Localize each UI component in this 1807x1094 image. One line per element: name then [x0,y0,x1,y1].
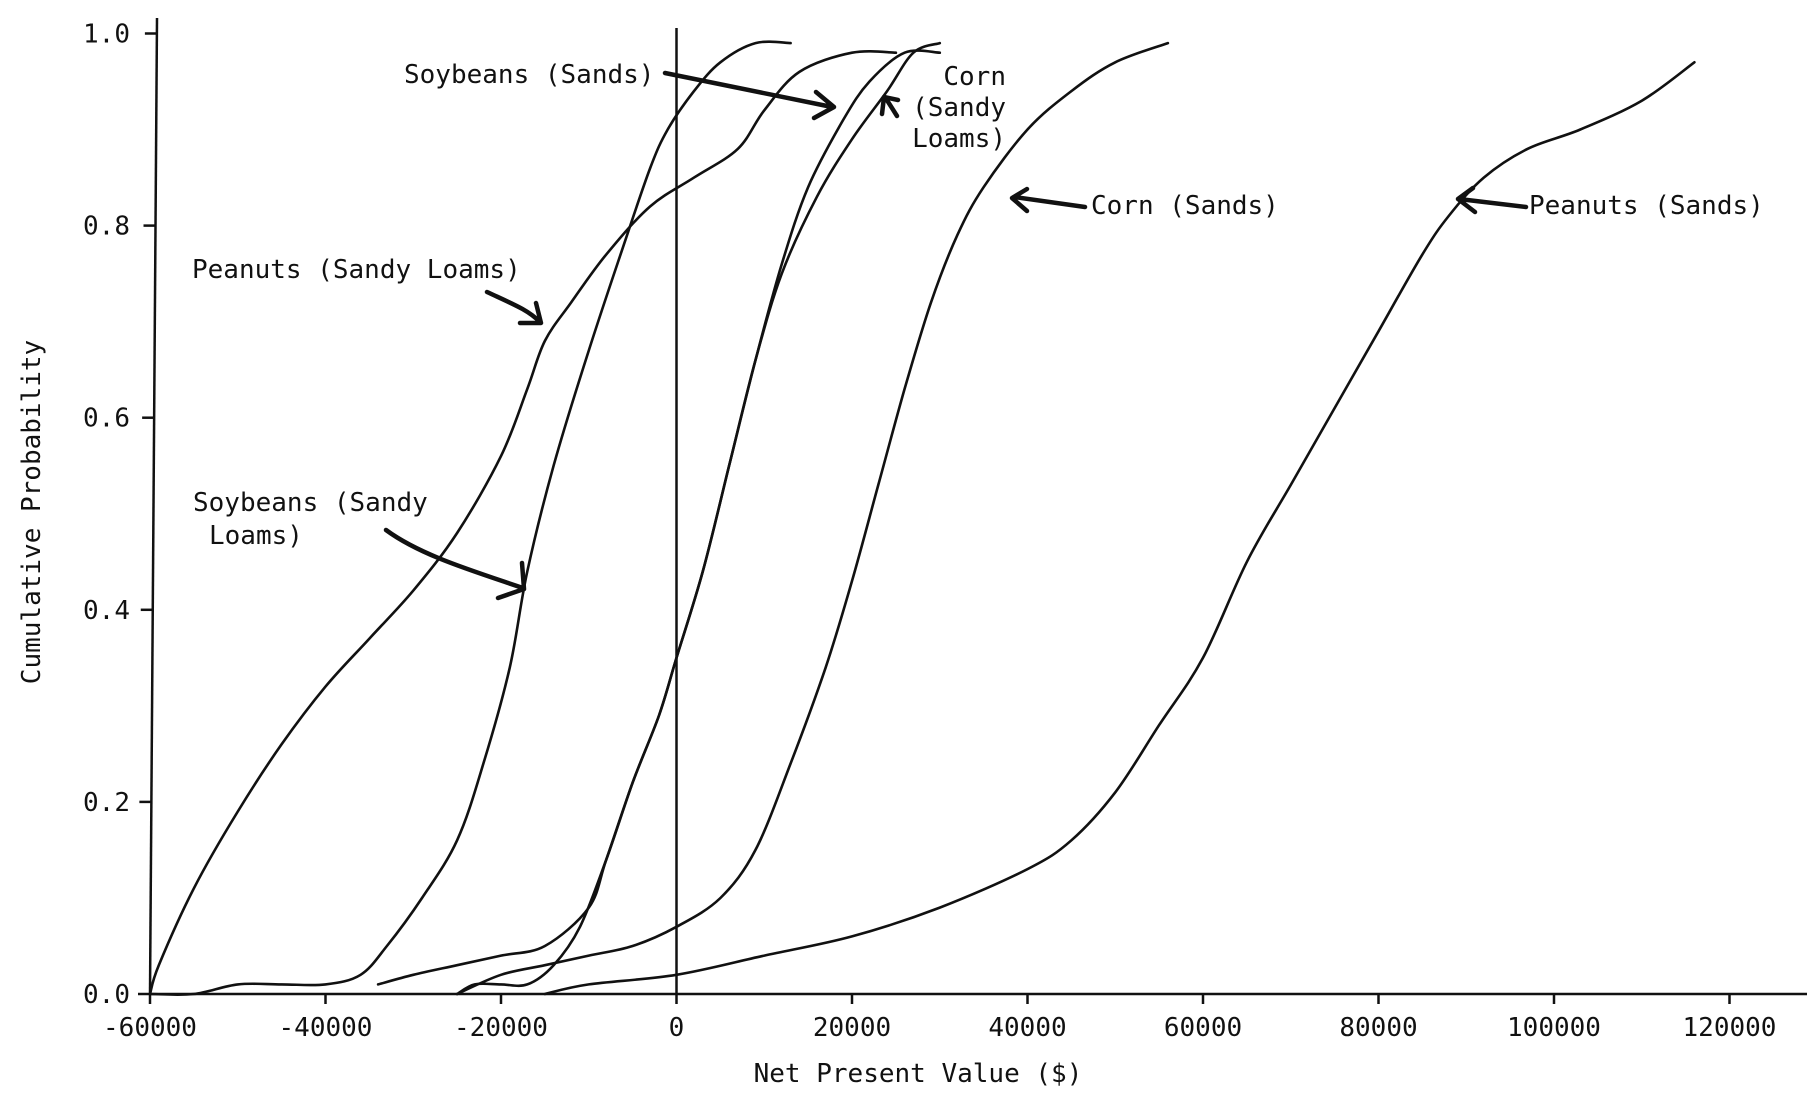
x-axis-title: Net Present Value ($) [754,1059,1083,1089]
x-tick-label: 0 [669,1013,685,1043]
y-axis-ticks: 0.0 0.2 0.4 0.6 0.8 1.0 [83,20,157,1010]
annotation-arrows [383,70,1529,601]
x-tick-label: 40000 [988,1013,1066,1043]
y-tick-label: 1.0 [83,20,130,50]
annotation-peanuts-sands: Peanuts (Sands) [1529,191,1764,221]
x-axis-ticks: -60000 -40000 -20000 0 20000 40000 60000 80000 1… [103,994,1776,1043]
y-tick-label: 0.8 [83,212,130,242]
y-axis-line [148,17,159,995]
x-tick-label: 100000 [1507,1013,1601,1043]
x-tick-label: 20000 [813,1013,891,1043]
annotation-corn-sands: Corn (Sands) [1091,191,1279,221]
y-tick-label: 0.4 [83,596,130,626]
y-tick-label: 0.6 [83,404,130,434]
x-tick-label: -20000 [454,1013,548,1043]
annotation-soybeans-sandy-loams: Soybeans (Sandy Loams) [193,488,428,551]
y-axis-title: Cumulative Probability [17,340,47,684]
y-tick-label: 0.0 [83,980,130,1010]
x-tick-label: -60000 [103,1013,197,1043]
x-tick-label: -40000 [279,1013,373,1043]
series-line-peanuts-sands [543,61,1696,996]
x-tick-label: 80000 [1339,1013,1417,1043]
annotation-peanuts-sandy-loams: Peanuts (Sandy Loams) [192,255,521,285]
annotation-corn-sandy-loams: Corn (Sandy Loams) [912,62,1006,154]
annotation-arrow [1009,186,1088,214]
annotation-arrow [1455,185,1529,215]
annotation-arrow [662,70,837,121]
series-line-peanuts-sandy-loams [148,49,898,996]
series-line-corn-sands [455,41,1170,996]
series-line-corn-sandy-loams [455,41,942,996]
annotation-labels: Soybeans (Sands) Corn (Sandy Loams) Corn (Sa… [192,60,1764,551]
y-tick-label: 0.2 [83,788,130,818]
annotation-soybeans-sands: Soybeans (Sands) [404,60,654,90]
series-curves [148,40,1696,997]
x-tick-label: 120000 [1683,1013,1777,1043]
annotation-arrow [484,289,544,326]
x-tick-label: 60000 [1164,1013,1242,1043]
annotation-arrow [383,527,527,601]
series-line-soybeans-sands [376,49,942,986]
series-line-soybeans-sandy-loams [148,40,792,997]
annotation-arrow [879,94,901,119]
